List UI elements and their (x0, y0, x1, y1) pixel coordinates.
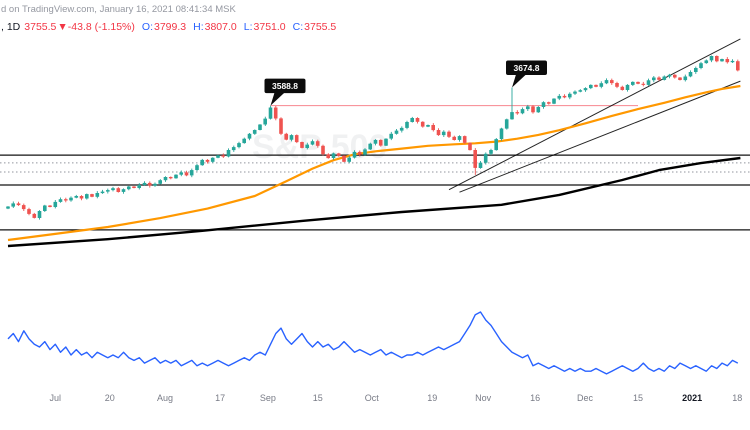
x-axis-tick[interactable]: Jul (50, 393, 62, 403)
x-axis-tick[interactable]: 17 (215, 393, 225, 403)
trendline[interactable] (448, 38, 741, 191)
x-axis-tick[interactable]: 20 (105, 393, 115, 403)
x-axis-tick[interactable]: 15 (633, 393, 643, 403)
ohlc-value: 3807.0 (204, 21, 237, 33)
x-axis-tick[interactable]: 16 (530, 393, 540, 403)
callout-box (506, 60, 547, 75)
watermark: S&P 500 (252, 128, 387, 166)
publish-info: d on TradingView.com, January 16, 2021 0… (1, 4, 236, 15)
candlestick-series[interactable] (6, 55, 740, 220)
ohlc-value: 3799.3 (154, 21, 187, 33)
callout-box (264, 78, 306, 94)
ohlc-label: L: (243, 21, 253, 33)
x-axis-labels: Jul 20 Aug 17 Sep 15 Oct 19 Nov 16 Dec 15 2021 18 (50, 393, 743, 403)
x-axis-tick[interactable]: Nov (475, 393, 492, 403)
symbol-interval-label[interactable]: , 1D (1, 21, 21, 33)
ma-fast-line[interactable] (7, 84, 741, 242)
callout-price-label: 3674.8 (514, 63, 540, 73)
indicator-line[interactable] (7, 311, 739, 375)
x-axis-tick[interactable]: 2021 (682, 393, 702, 403)
x-axis-tick[interactable]: Sep (260, 393, 276, 403)
price-callout[interactable]: 3588.8 (264, 78, 306, 106)
trendline[interactable] (459, 80, 741, 193)
price-change: ▼-43.8 (-1.15%) (57, 21, 135, 33)
callout-pointer (270, 92, 285, 106)
x-axis-tick[interactable]: 18 (732, 393, 742, 403)
ohlc-value: 3755.5 (304, 21, 337, 33)
last-price: 3755.5 (24, 21, 57, 33)
ohlc-label: O: (141, 21, 153, 33)
x-axis-tick[interactable]: Oct (365, 393, 380, 403)
x-axis-tick[interactable]: Dec (577, 393, 594, 403)
ohlc-label: C: (292, 21, 304, 33)
callout-pointer (512, 74, 526, 88)
callout-price-label: 3588.8 (272, 81, 298, 91)
x-axis-tick[interactable]: 19 (427, 393, 437, 403)
ohlc-values: O:3799.3 H:3807.0 L:3751.0 C:3755.5 (135, 21, 336, 33)
x-axis-tick[interactable]: 15 (313, 393, 323, 403)
ohlc-label: H: (193, 21, 204, 33)
price-callout[interactable]: 3674.8 (506, 60, 547, 88)
x-axis-tick[interactable]: Aug (157, 393, 173, 403)
ma-slow-line[interactable] (7, 156, 741, 248)
symbol-legend: , 1D 3755.5▼-43.8 (-1.15%) O:3799.3 H:3807.… (1, 21, 336, 33)
ohlc-value: 3751.0 (253, 21, 286, 33)
